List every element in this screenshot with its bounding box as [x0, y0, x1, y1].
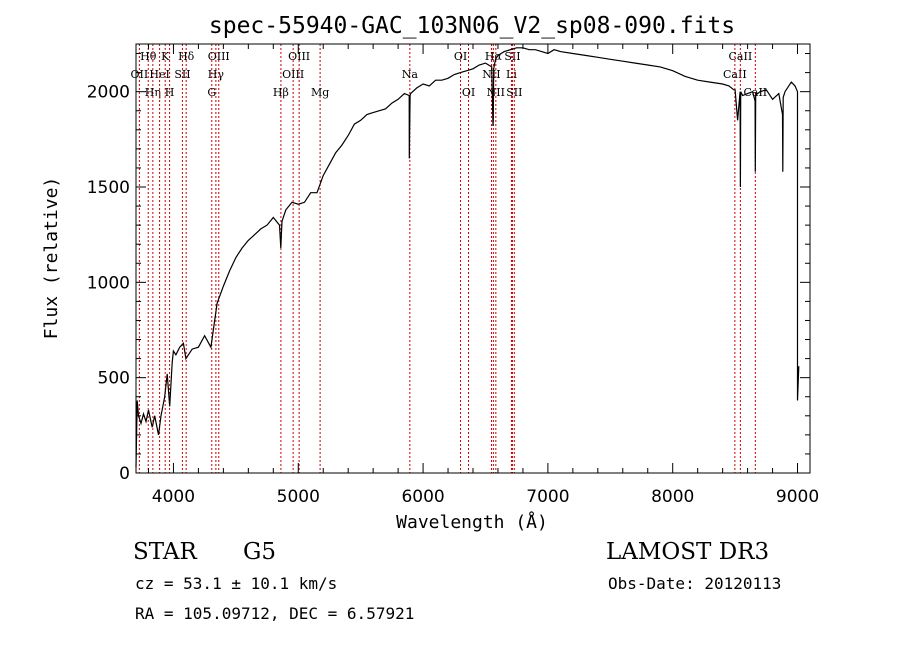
- y-axis-label: Flux (relative): [41, 177, 62, 340]
- spectral-subclass: G5: [243, 539, 277, 565]
- line-marker-label: Hα: [485, 50, 503, 63]
- coordinates: RA = 105.09712, DEC = 6.57921: [135, 604, 415, 623]
- line-marker-label: Hη: [145, 86, 161, 99]
- line-marker-label: HeI: [149, 68, 169, 81]
- x-tick-label: 6000: [401, 487, 444, 507]
- x-tick-label: 8000: [651, 487, 694, 507]
- line-marker-label: Mg: [311, 86, 329, 99]
- line-marker-label: SII: [174, 68, 190, 81]
- y-tick-label: 2000: [87, 83, 130, 103]
- line-marker-label: Li: [506, 68, 517, 81]
- y-tick-label: 500: [98, 369, 130, 389]
- y-tick-label: 0: [119, 464, 130, 484]
- chart-title: spec-55940-GAC_103N06_V2_sp08-090.fits: [209, 13, 735, 39]
- line-marker-label: CaII: [729, 50, 753, 63]
- line-marker-label: G: [207, 86, 216, 99]
- line-marker-label: OI: [454, 50, 467, 63]
- x-tick-label: 7000: [526, 487, 569, 507]
- line-marker-label: CaII: [723, 68, 747, 81]
- y-tick-label: 1500: [87, 178, 130, 198]
- x-tick-label: 5000: [277, 487, 320, 507]
- line-marker-label: OIII: [288, 50, 310, 63]
- line-marker-label: OII: [131, 68, 149, 81]
- plot-frame: [135, 43, 811, 474]
- line-marker-label: OIII: [208, 50, 230, 63]
- line-marker-label: Hγ: [208, 68, 225, 81]
- survey-name: LAMOST DR3: [606, 539, 770, 565]
- x-tick-label: 9000: [776, 487, 819, 507]
- line-marker-label: Na: [402, 68, 419, 81]
- line-marker-label: OIII: [282, 68, 304, 81]
- observation-date: Obs-Date: 20120113: [608, 574, 782, 593]
- line-markers: OII Hθ Hη HeI K H SII Hδ G Hγ OIII Hβ OIII OIII Mg Na OI…: [131, 44, 767, 473]
- line-marker-label: Hθ: [140, 50, 157, 63]
- object-class: STAR: [133, 539, 197, 565]
- axis-ticks: 4000 5000 6000 7000 8000 9000 0 500 1000 1500 2000: [87, 44, 819, 507]
- y-tick-label: 1000: [87, 273, 130, 293]
- line-marker-label: K: [161, 50, 170, 63]
- x-axis-label: Wavelength (Å): [396, 511, 548, 533]
- redshift-velocity: cz = 53.1 ± 10.1 km/s: [135, 574, 338, 593]
- line-marker-label: OI: [462, 86, 475, 99]
- line-marker-label: CaII: [743, 86, 767, 99]
- line-marker-label: SII: [506, 86, 522, 99]
- line-marker-label: H: [165, 86, 175, 99]
- line-marker-label: Hβ: [273, 86, 289, 99]
- line-marker-label: SII: [504, 50, 520, 63]
- line-marker-label: Hδ: [178, 50, 195, 63]
- line-marker-label: NII: [487, 86, 505, 99]
- spectrum-line: [135, 47, 800, 468]
- x-tick-label: 4000: [152, 487, 195, 507]
